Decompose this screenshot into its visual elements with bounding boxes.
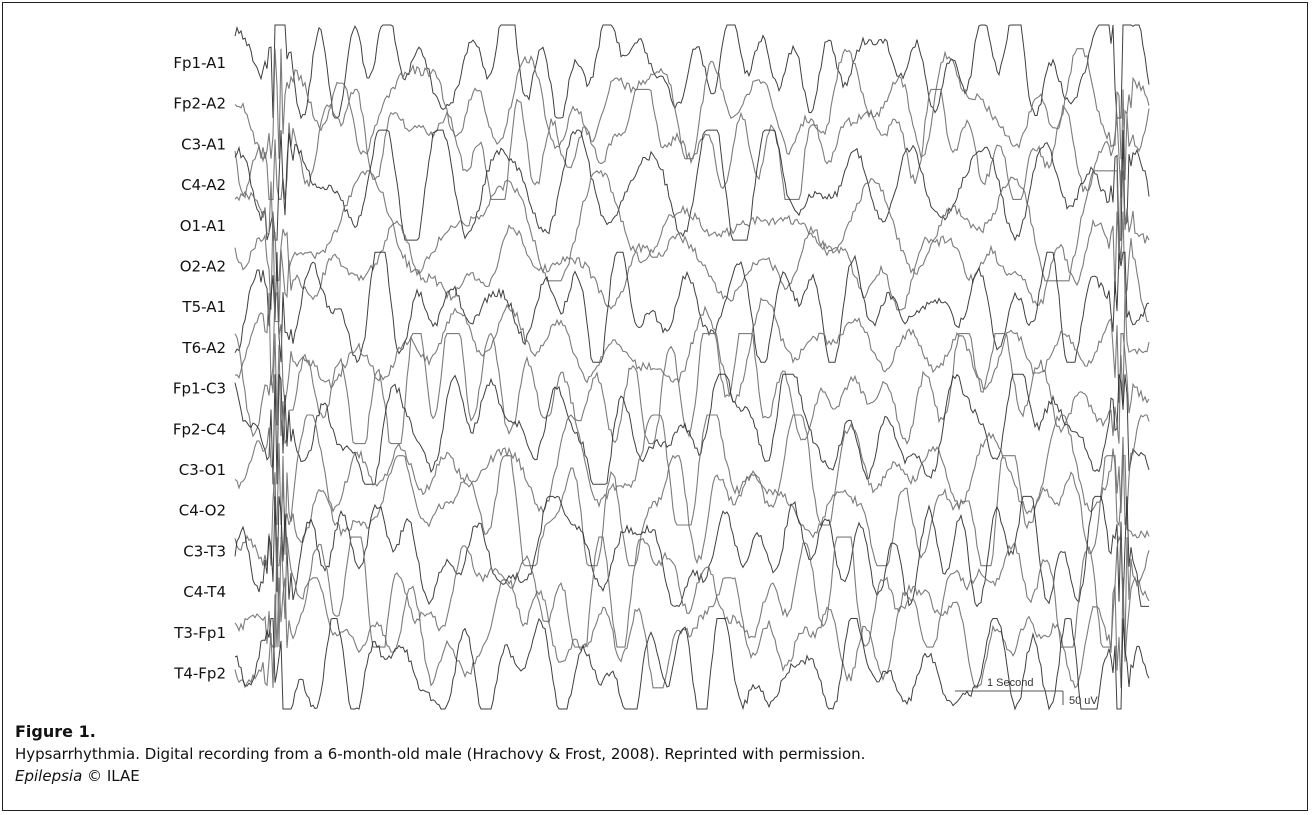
figure-caption: Figure 1. Hypsarrhythmia. Digital record… [15, 721, 1295, 787]
channel-labels: Fp1-A1 Fp2-A2 C3-A1 C4-A2 O1-A1 O2-A2 T5-A1 T6-… [173, 54, 226, 683]
channel-label: T6-A2 [181, 339, 226, 357]
channel-label: C3-A1 [181, 135, 226, 153]
eeg-trace [234, 414, 1150, 527]
eeg-trace [234, 24, 1150, 120]
channel-label: Fp2-C4 [173, 420, 226, 438]
eeg-trace [234, 129, 1150, 242]
publisher-name: ILAE [106, 767, 140, 785]
eeg-recording: Fp1-A1 Fp2-A2 C3-A1 C4-A2 O1-A1 O2-A2 T5-A1 T6-… [173, 24, 1150, 711]
channel-label: O1-A1 [180, 217, 226, 235]
scale-time-label: 1 Second [987, 677, 1033, 689]
figure-title: Figure 1. [15, 722, 96, 741]
channel-label: Fp1-C3 [173, 380, 226, 398]
channel-label: C3-O1 [179, 461, 226, 479]
eeg-trace [234, 535, 1150, 648]
copyright-symbol: © [87, 767, 103, 785]
eeg-trace [234, 617, 1150, 711]
eeg-trace [234, 495, 1149, 608]
channel-label: Fp2-A2 [173, 95, 226, 113]
eeg-trace [234, 576, 1150, 689]
eeg-trace [234, 48, 1150, 160]
channel-label: C4-A2 [181, 176, 226, 194]
channel-label: Fp1-A1 [173, 54, 226, 72]
eeg-trace [234, 169, 1150, 282]
eeg-trace [234, 454, 1150, 567]
channel-label: T4-Fp2 [173, 665, 226, 683]
scale-amp-label: 50 uV [1069, 695, 1098, 707]
eeg-trace [234, 332, 1150, 445]
scale-bar: 1 Second 50 uV [955, 677, 1098, 707]
channel-label: O2-A2 [180, 258, 226, 276]
caption-text: Hypsarrhythmia. Digital recording from a… [15, 745, 866, 763]
eeg-trace [234, 88, 1150, 200]
eeg-trace [234, 373, 1150, 485]
channel-label: C4-O2 [179, 502, 226, 520]
channel-label: C3-T3 [183, 542, 226, 560]
eeg-traces [234, 24, 1150, 711]
channel-label: T5-A1 [181, 298, 226, 316]
eeg-trace [234, 292, 1150, 403]
credit-line: Epilepsia © ILAE [15, 765, 1295, 787]
journal-name: Epilepsia [15, 767, 83, 785]
channel-label: T3-Fp1 [173, 624, 226, 642]
eeg-trace [234, 251, 1150, 364]
eeg-trace [234, 211, 1149, 323]
channel-label: C4-T4 [183, 583, 226, 601]
